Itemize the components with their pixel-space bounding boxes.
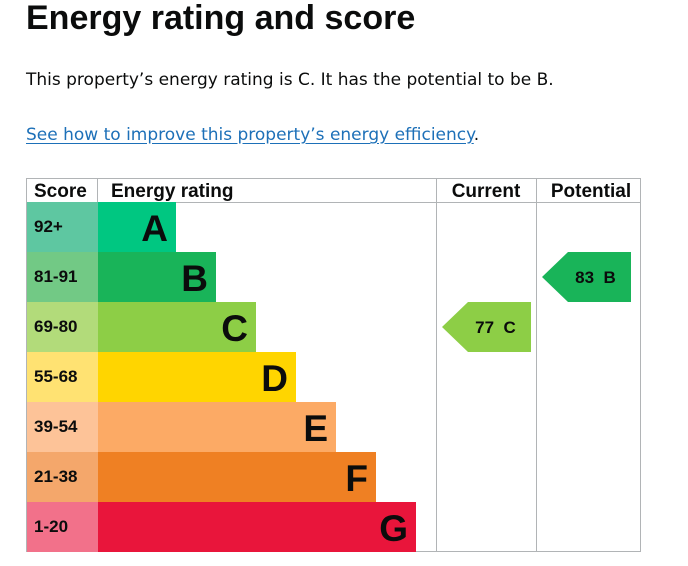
score-cell-d xyxy=(27,352,98,402)
current-arrow xyxy=(442,302,531,352)
score-cell-e xyxy=(27,402,98,452)
rating-bar-e xyxy=(98,402,336,452)
rating-letter-a: A xyxy=(141,208,168,249)
header-current: Current xyxy=(452,181,521,202)
score-cell-g xyxy=(27,502,98,552)
score-range-d: 55-68 xyxy=(34,367,77,386)
rating-letter-c: C xyxy=(221,308,248,349)
score-cell-f xyxy=(27,452,98,502)
rating-summary: This property’s energy rating is C. It h… xyxy=(26,70,554,90)
potential-rating-label: 83 B xyxy=(575,268,616,287)
score-range-c: 69-80 xyxy=(34,317,77,336)
link-full-stop: . xyxy=(473,125,480,145)
rating-bar-a xyxy=(98,202,176,252)
score-cell-a xyxy=(27,202,98,252)
rating-letter-g: G xyxy=(379,508,408,549)
page-title: Energy rating and score xyxy=(26,0,416,37)
potential-arrow xyxy=(542,252,631,302)
rating-letter-e: E xyxy=(303,408,328,449)
rating-bar-c xyxy=(98,302,256,352)
rating-letter-d: D xyxy=(261,358,288,399)
rating-letter-f: F xyxy=(345,458,368,499)
rating-bar-f xyxy=(98,452,376,502)
score-cell-c xyxy=(27,302,98,352)
score-range-b: 81-91 xyxy=(34,267,77,286)
rating-letter-b: B xyxy=(181,258,208,299)
score-range-g: 1-20 xyxy=(34,517,68,536)
rating-bar-g xyxy=(98,502,416,552)
header-energy-rating: Energy rating xyxy=(111,181,233,202)
score-range-a: 92+ xyxy=(34,217,63,236)
rating-bar-b xyxy=(98,252,216,302)
rating-bands: 92+ A 81-91 B 69-80 C 55-68 D 39-54 E 21-38 F 1-20 G xyxy=(27,202,416,552)
header-score: Score xyxy=(34,181,87,202)
score-range-e: 39-54 xyxy=(34,417,78,436)
improve-paragraph: See how to improve this property’s energ… xyxy=(26,123,479,147)
rating-arrows: 77 C 83 B xyxy=(442,252,631,352)
improve-energy-efficiency-link[interactable]: See how to improve this property’s energ… xyxy=(26,125,474,145)
score-cell-b xyxy=(27,252,98,302)
rating-bar-d xyxy=(98,352,296,402)
header-potential: Potential xyxy=(551,181,631,202)
current-rating-label: 77 C xyxy=(475,318,516,337)
score-range-f: 21-38 xyxy=(34,467,77,486)
